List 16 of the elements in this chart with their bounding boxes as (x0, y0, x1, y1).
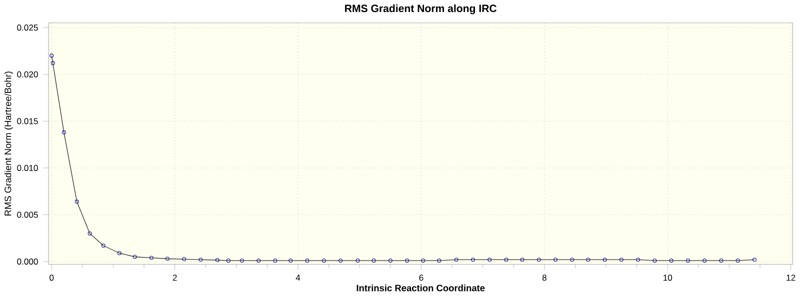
y-tick-label: 0.005 (17, 212, 38, 218)
x-tick-label: 2 (172, 274, 177, 281)
y-tick-label: 0.015 (17, 118, 38, 124)
y-axis-title: RMS Gradient Norm (Hartree/Bohr) (4, 72, 13, 216)
y-tick-label: 0.010 (17, 164, 38, 171)
x-axis-title: Intrinsic Reaction Coordinate (356, 284, 485, 292)
chart-title: RMS Gradient Norm along IRC (345, 4, 497, 14)
x-tick-label: 0 (50, 274, 54, 281)
x-tick-label: 4 (296, 274, 300, 281)
x-tick-label: 10 (664, 274, 672, 281)
y-tick-label: 0.020 (17, 71, 38, 78)
y-tick-label: 0.000 (17, 258, 38, 265)
y-tick-label: 0.025 (17, 24, 38, 31)
x-tick-label: 6 (419, 274, 424, 281)
x-tick-label: 8 (542, 274, 546, 281)
x-tick-label: 12 (786, 274, 796, 281)
